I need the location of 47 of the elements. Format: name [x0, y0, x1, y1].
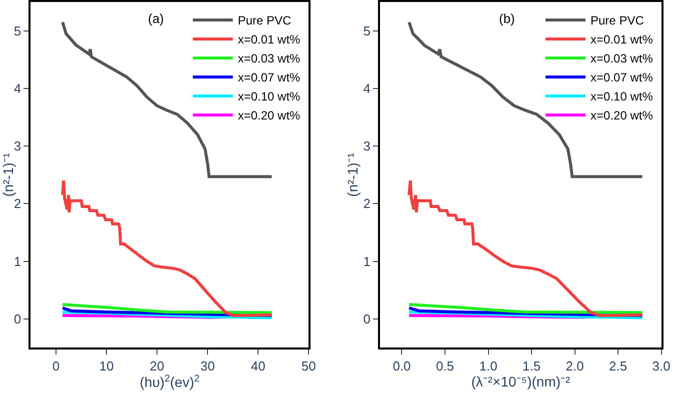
y-tick-label: 0 [363, 311, 370, 326]
y-tick-label: 5 [363, 23, 370, 38]
legend-label: x=0.03 wt% [590, 52, 654, 66]
legend-label: x=0.01 wt% [238, 32, 301, 47]
y-axis-title: (n²-1)⁻¹ [0, 152, 16, 197]
y-tick-label: 5 [14, 23, 22, 38]
x-tick-label: 30 [200, 358, 215, 374]
legend-label: x=0.20 wt% [238, 108, 301, 123]
legend-label: x=0.01 wt% [590, 32, 654, 47]
y-tick-label: 1 [363, 254, 370, 269]
x-tick-label: 2.5 [609, 358, 628, 374]
legend-label: x=0.20 wt% [590, 108, 654, 123]
x-tick-label: 2.0 [566, 358, 584, 374]
x-tick-label: 3.0 [652, 358, 670, 374]
x-tick-label: 20 [150, 358, 164, 374]
y-tick-label: 3 [363, 138, 370, 154]
legend-label: x=0.10 wt% [238, 90, 301, 104]
x-tick-label: 1.0 [479, 358, 498, 374]
y-tick-label: 4 [14, 80, 22, 96]
line-series [61, 303, 274, 314]
x-tick-label: 50 [301, 358, 316, 374]
text: (a) [148, 11, 164, 26]
x-tick-label: 1.5 [522, 358, 541, 374]
x-tick-label: 40 [250, 358, 266, 374]
line-series [408, 303, 644, 314]
x-tick-label: 0.5 [436, 358, 454, 374]
legend-label: x=0.07 wt% [238, 70, 301, 85]
x-tick-label: 0.0 [392, 358, 411, 374]
text: (b) [499, 11, 515, 26]
x-tick-label: 10 [99, 358, 114, 374]
legend-label: Pure PVC [238, 14, 292, 28]
y-tick-label: 3 [14, 138, 22, 154]
y-tick-label: 4 [363, 80, 370, 96]
legend-label: Pure PVC [590, 14, 644, 28]
x-axis-title: (hυ)$^{2}$(ev)$^{2}$ [140, 373, 200, 390]
line-series [61, 179, 274, 317]
legend-label: x=0.07 wt% [590, 70, 654, 85]
legend-label: x=0.10 wt% [590, 90, 654, 104]
legend-label: x=0.03 wt% [238, 52, 301, 66]
line-series [408, 179, 644, 317]
y-tick-label: 0 [14, 311, 22, 326]
x-tick-label: 0 [52, 358, 60, 374]
y-axis-title: (n²-1)⁻¹ [344, 152, 360, 197]
y-tick-label: 2 [363, 196, 370, 212]
y-tick-label: 2 [14, 196, 22, 212]
y-tick-label: 1 [14, 254, 22, 269]
x-axis-title: (λ⁻²×10⁻⁵)(nm)⁻² [471, 373, 571, 390]
